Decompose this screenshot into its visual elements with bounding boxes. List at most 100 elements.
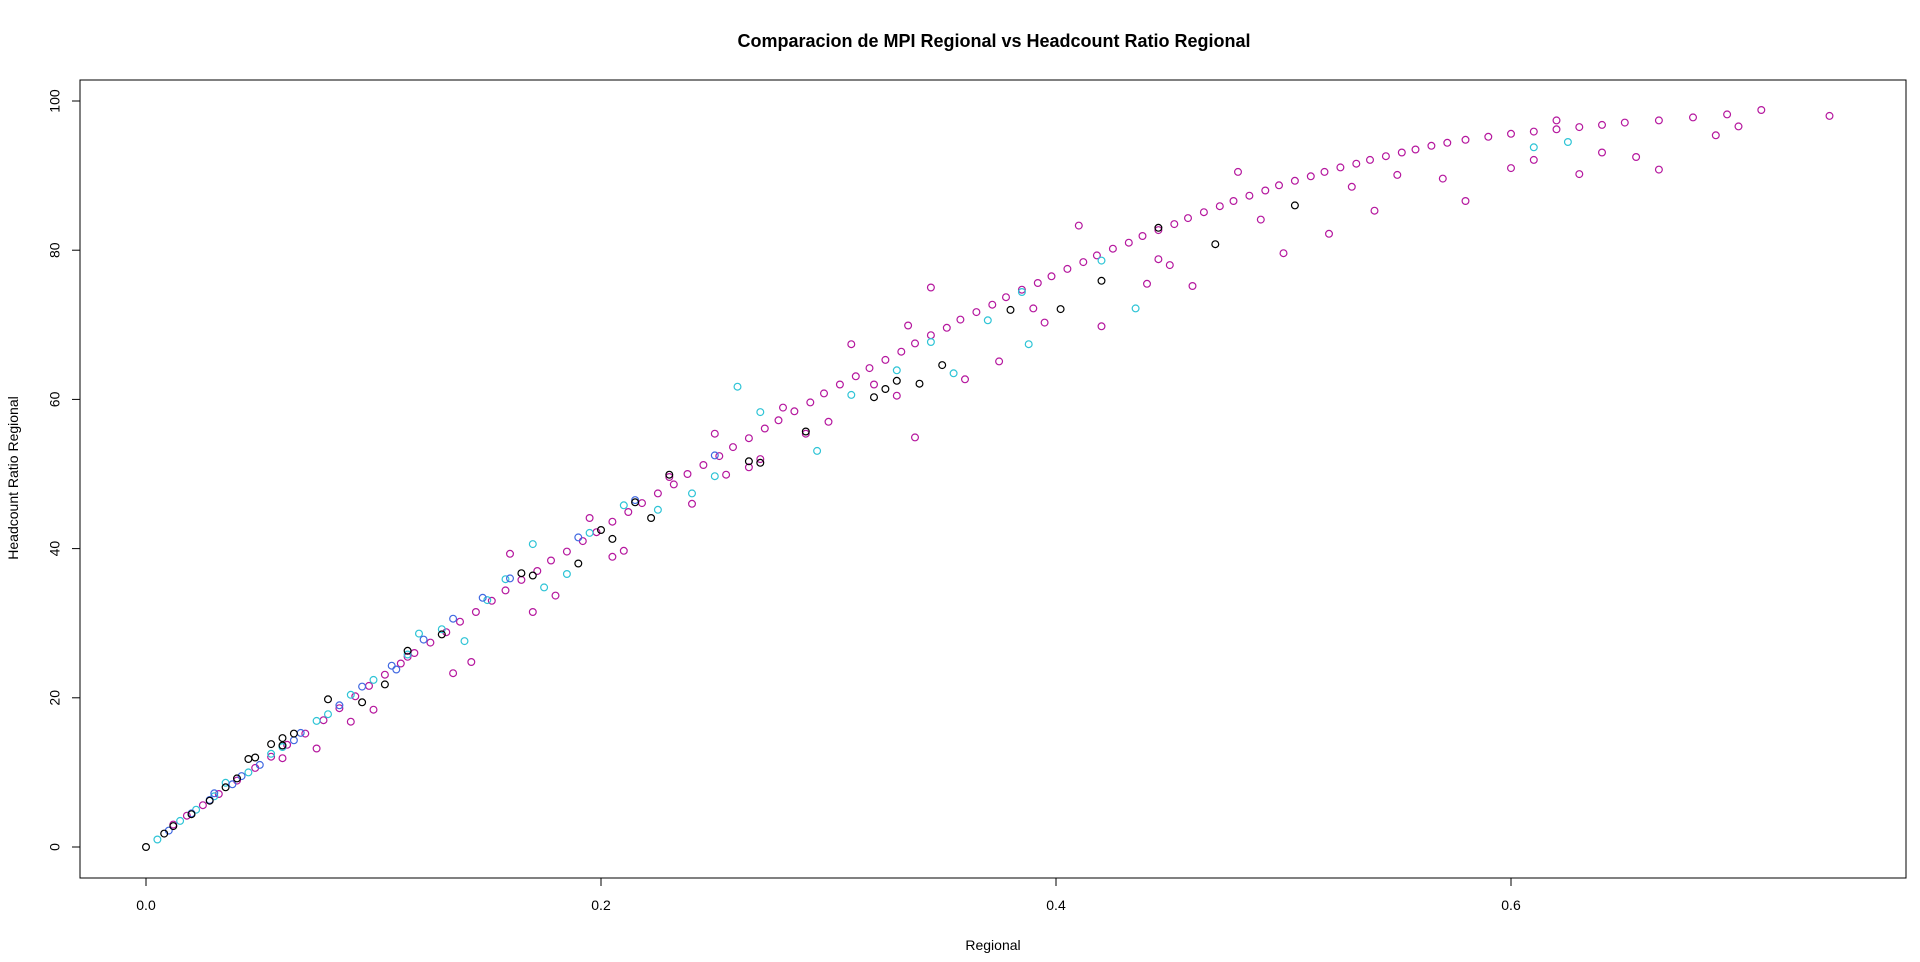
data-point [278,734,287,743]
data-point [819,389,828,398]
data-point [562,547,571,556]
data-point [251,753,260,762]
data-point [403,652,412,661]
data-point [949,369,958,378]
data-point [1079,258,1088,267]
data-point [267,752,276,761]
data-point [1723,110,1732,119]
data-point [228,780,237,789]
data-point [699,461,708,470]
data-point [619,546,628,555]
data-point [562,569,571,578]
data-point [153,835,162,844]
data-point [1443,138,1452,147]
data-point [1274,181,1283,190]
data-point [1142,279,1151,288]
data-point [198,801,207,810]
data-point [1411,145,1420,154]
y-tick-label: 0 [47,843,63,851]
data-point [1347,182,1356,191]
data-point [824,417,833,426]
data-point [1017,288,1026,297]
data-point [324,695,333,704]
data-point [456,617,465,626]
data-point [471,607,480,616]
data-point [897,347,906,356]
data-point [972,308,981,317]
data-point [1306,172,1315,181]
data-point [774,416,783,425]
data-point [449,614,458,623]
data-point [289,729,298,738]
data-point [683,470,692,479]
data-point [392,665,401,674]
data-point [396,659,405,668]
data-point [910,433,919,442]
data-point [722,470,731,479]
data-point [892,376,901,385]
data-point [608,517,617,526]
data-point [415,629,424,638]
y-tick-label: 80 [47,242,63,258]
data-point [942,323,951,332]
data-point [182,811,191,820]
data-point [358,698,367,707]
data-point [1233,167,1242,176]
data-point [1529,155,1538,164]
data-point [1097,276,1106,285]
data-point [1552,116,1561,125]
data-point [319,716,328,725]
data-point [1074,221,1083,230]
data-point [1165,261,1174,270]
y-tick-label: 100 [47,89,63,113]
data-point [1324,229,1333,238]
data-point [1336,163,1345,172]
data-point [806,398,815,407]
data-point [169,822,178,831]
data-point [710,472,719,481]
data-point [528,571,537,580]
data-point [1047,272,1056,281]
data-point [1124,238,1133,247]
data-point [926,283,935,292]
data-point [1365,155,1374,164]
data-point [869,380,878,389]
data-point [574,559,583,568]
data-point [1154,226,1163,235]
data-point [687,499,696,508]
data-point [1092,251,1101,260]
data-point [403,646,412,655]
data-point [1131,304,1140,313]
data-point [744,457,753,466]
data-point [1393,170,1402,179]
data-point [637,499,646,508]
data-point [312,716,321,725]
data-point [387,661,396,670]
data-point [1097,256,1106,265]
data-point [778,403,787,412]
data-point [847,390,856,399]
data-point [756,458,765,467]
data-point [278,741,287,750]
data-point [1245,191,1254,200]
data-point [301,729,310,738]
data-point [1381,152,1390,161]
data-point [283,740,292,749]
data-point [403,650,412,659]
data-point [585,513,594,522]
data-point [1506,164,1515,173]
data-point [665,470,674,479]
data-point [624,508,633,517]
data-point [1138,232,1147,241]
data-point [1529,143,1538,152]
data-point [904,321,913,330]
data-point [296,728,305,737]
data-point [956,315,965,324]
data-point [1563,138,1572,147]
data-point [214,789,223,798]
data-point [335,704,344,713]
data-point [1290,201,1299,210]
data-point [1620,118,1629,127]
data-point [1211,240,1220,249]
data-point [710,451,719,460]
